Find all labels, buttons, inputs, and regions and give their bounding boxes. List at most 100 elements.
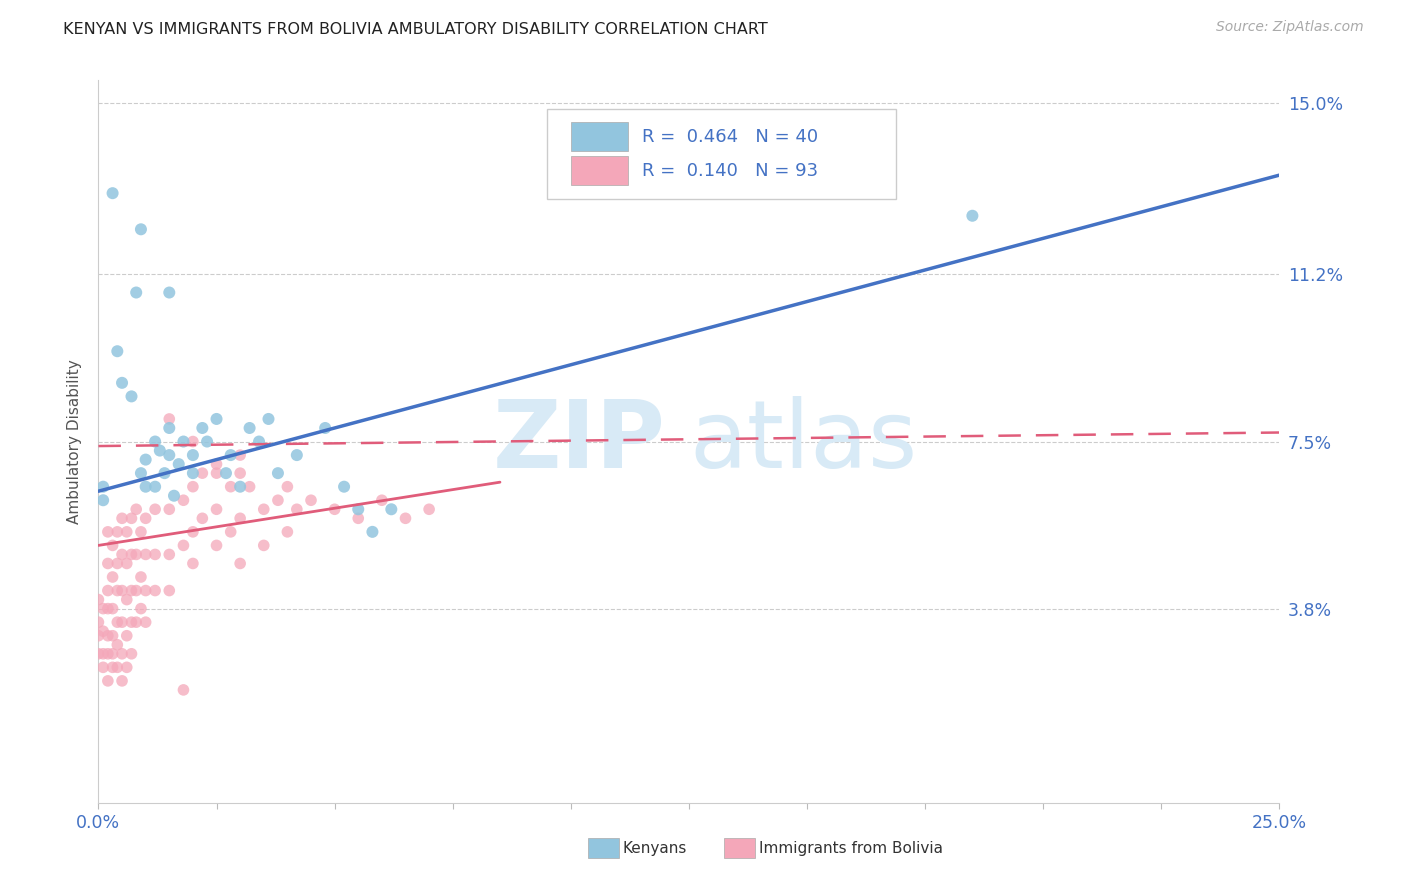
Point xyxy=(285,502,308,516)
Point xyxy=(115,524,138,539)
Point xyxy=(125,502,148,516)
Point xyxy=(418,502,440,516)
FancyBboxPatch shape xyxy=(547,109,896,200)
Y-axis label: Ambulatory Disability: Ambulatory Disability xyxy=(67,359,83,524)
Point xyxy=(129,570,152,584)
Point xyxy=(97,629,120,643)
Point xyxy=(229,511,252,525)
Text: KENYAN VS IMMIGRANTS FROM BOLIVIA AMBULATORY DISABILITY CORRELATION CHART: KENYAN VS IMMIGRANTS FROM BOLIVIA AMBULA… xyxy=(63,22,768,37)
Point xyxy=(181,557,204,571)
Point xyxy=(143,583,166,598)
Point xyxy=(157,412,180,426)
Point xyxy=(219,480,242,494)
Point xyxy=(97,601,120,615)
Point xyxy=(135,511,157,525)
Bar xyxy=(571,156,627,185)
Point xyxy=(257,412,280,426)
Point xyxy=(157,285,180,300)
Point xyxy=(115,592,138,607)
Text: Immigrants from Bolivia: Immigrants from Bolivia xyxy=(759,841,943,855)
Point xyxy=(101,570,124,584)
Point xyxy=(101,647,124,661)
Point xyxy=(215,466,238,480)
Point xyxy=(97,673,120,688)
Point xyxy=(121,389,143,403)
Point xyxy=(229,557,252,571)
Point xyxy=(361,524,384,539)
Point xyxy=(347,502,370,516)
Point xyxy=(181,466,204,480)
Point xyxy=(135,452,157,467)
Point xyxy=(143,502,166,516)
Point xyxy=(101,629,124,643)
Point xyxy=(91,601,114,615)
Point xyxy=(105,557,128,571)
Point xyxy=(111,583,134,598)
Point xyxy=(135,583,157,598)
Point xyxy=(157,448,180,462)
Point xyxy=(276,524,298,539)
Point xyxy=(380,502,402,516)
Point xyxy=(191,421,214,435)
Point xyxy=(87,615,110,630)
Point xyxy=(314,421,336,435)
Point xyxy=(229,466,252,480)
Point xyxy=(125,285,148,300)
Point xyxy=(157,548,180,562)
Point xyxy=(219,448,242,462)
Point xyxy=(91,660,114,674)
Point xyxy=(276,480,298,494)
Point xyxy=(101,660,124,674)
Point xyxy=(121,647,143,661)
Point xyxy=(97,524,120,539)
Point xyxy=(111,615,134,630)
Point xyxy=(191,466,214,480)
Point xyxy=(153,466,176,480)
Point xyxy=(121,548,143,562)
Point xyxy=(105,583,128,598)
Point xyxy=(167,457,190,471)
Text: atlas: atlas xyxy=(689,395,917,488)
Point xyxy=(125,548,148,562)
Point xyxy=(962,209,984,223)
Point xyxy=(101,186,124,201)
Point xyxy=(111,376,134,390)
Point xyxy=(229,480,252,494)
Point xyxy=(115,629,138,643)
Point xyxy=(239,421,262,435)
Point xyxy=(229,448,252,462)
Point xyxy=(172,434,194,449)
Point xyxy=(299,493,322,508)
Point xyxy=(285,448,308,462)
Point xyxy=(101,538,124,552)
Point xyxy=(205,502,228,516)
Point xyxy=(111,511,134,525)
Point xyxy=(91,480,114,494)
Point xyxy=(394,511,416,525)
Point xyxy=(135,480,157,494)
Point xyxy=(101,601,124,615)
Point xyxy=(181,448,204,462)
Point xyxy=(111,673,134,688)
Point xyxy=(172,538,194,552)
Point xyxy=(181,480,204,494)
Bar xyxy=(571,122,627,151)
Text: R =  0.464   N = 40: R = 0.464 N = 40 xyxy=(641,128,818,145)
Point xyxy=(157,421,180,435)
Point xyxy=(181,524,204,539)
Point xyxy=(135,548,157,562)
Point xyxy=(115,660,138,674)
Point xyxy=(129,222,152,236)
Point xyxy=(105,638,128,652)
Point xyxy=(105,660,128,674)
Text: Kenyans: Kenyans xyxy=(623,841,688,855)
Point xyxy=(149,443,172,458)
Point xyxy=(219,524,242,539)
Point xyxy=(135,615,157,630)
Point xyxy=(205,466,228,480)
Point xyxy=(143,548,166,562)
Point xyxy=(97,557,120,571)
Point xyxy=(91,493,114,508)
Point xyxy=(143,434,166,449)
Point xyxy=(125,583,148,598)
